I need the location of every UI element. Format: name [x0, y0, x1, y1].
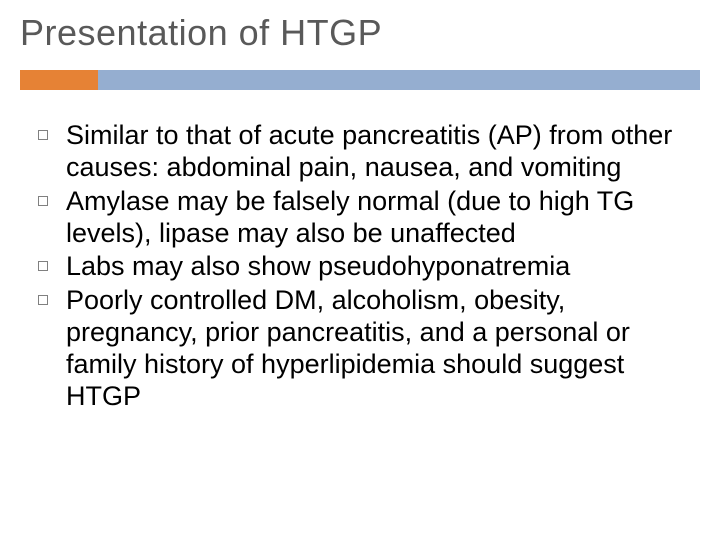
bullet-text: Amylase may be falsely normal (due to hi…	[66, 186, 634, 248]
accent-bar	[20, 70, 700, 90]
hollow-square-icon	[38, 130, 48, 140]
slide-container: Presentation of HTGP Similar to that of …	[0, 0, 720, 540]
accent-bar-short	[20, 70, 98, 90]
accent-bar-long	[20, 70, 700, 90]
list-item: Amylase may be falsely normal (due to hi…	[28, 186, 692, 250]
list-item: Labs may also show pseudohyponatremia	[28, 251, 692, 283]
bullet-text: Similar to that of acute pancreatitis (A…	[66, 120, 672, 182]
content-area: Similar to that of acute pancreatitis (A…	[20, 120, 700, 413]
bullet-text: Labs may also show pseudohyponatremia	[66, 251, 570, 281]
hollow-square-icon	[38, 196, 48, 206]
list-item: Poorly controlled DM, alcoholism, obesit…	[28, 285, 692, 412]
slide-title: Presentation of HTGP	[20, 12, 700, 54]
list-item: Similar to that of acute pancreatitis (A…	[28, 120, 692, 184]
hollow-square-icon	[38, 261, 48, 271]
bullet-list: Similar to that of acute pancreatitis (A…	[28, 120, 692, 413]
bullet-text: Poorly controlled DM, alcoholism, obesit…	[66, 285, 630, 411]
hollow-square-icon	[38, 295, 48, 305]
